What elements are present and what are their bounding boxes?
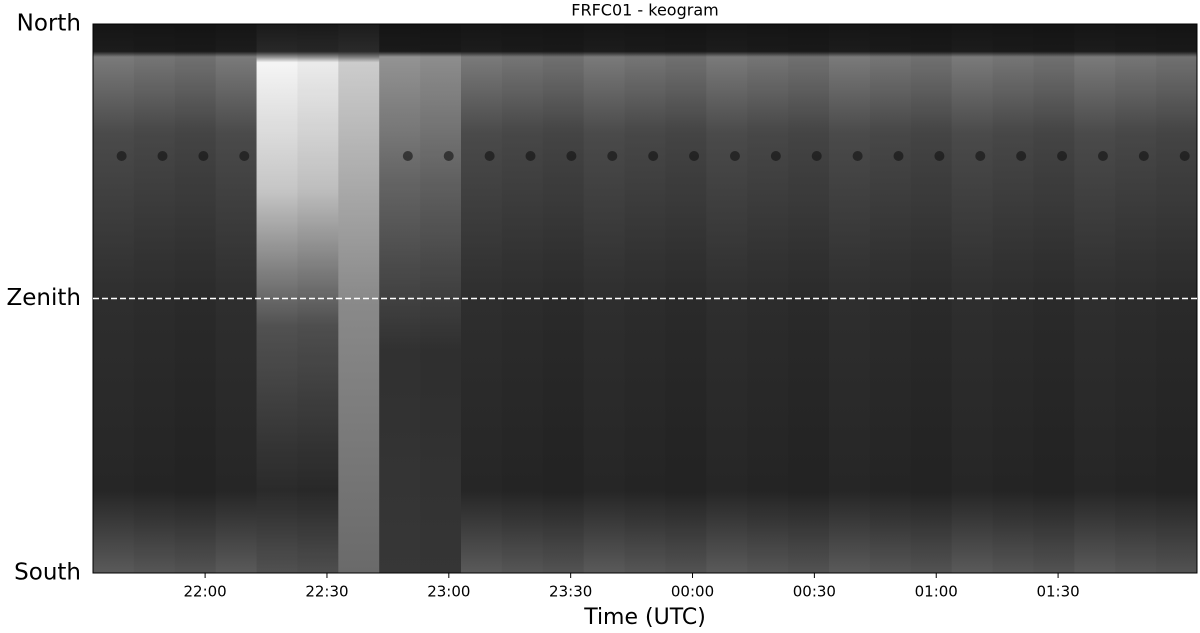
star-spot bbox=[1057, 151, 1068, 161]
star-spot bbox=[402, 151, 413, 161]
star-spot bbox=[1138, 151, 1149, 161]
star-spot bbox=[729, 151, 740, 161]
star-spot bbox=[1097, 151, 1108, 161]
star-spot bbox=[689, 151, 700, 161]
star-spot bbox=[770, 151, 781, 161]
star-spot bbox=[607, 151, 618, 161]
star-spot bbox=[1016, 151, 1027, 161]
star-spot bbox=[116, 151, 127, 161]
star-spot bbox=[648, 151, 659, 161]
star-spot bbox=[484, 151, 495, 161]
star-spot bbox=[239, 151, 250, 161]
star-spot bbox=[975, 151, 986, 161]
star-spot bbox=[198, 151, 209, 161]
x-tick-label: 23:00 bbox=[427, 583, 470, 601]
x-tick-label: 22:30 bbox=[305, 583, 348, 601]
y-tick-label: South bbox=[14, 560, 81, 586]
x-tick-label: 01:00 bbox=[915, 583, 958, 601]
y-tick-label: North bbox=[17, 11, 81, 37]
star-spot bbox=[811, 151, 822, 161]
star-spot bbox=[852, 151, 863, 161]
x-tick-label: 00:00 bbox=[671, 583, 714, 601]
star-spot bbox=[525, 151, 536, 161]
chart-title: FRFC01 - keogram bbox=[571, 1, 718, 20]
x-tick-label: 00:30 bbox=[793, 583, 836, 601]
y-tick-label: Zenith bbox=[7, 285, 81, 311]
star-spot bbox=[934, 151, 945, 161]
x-tick-label: 23:30 bbox=[549, 583, 592, 601]
star-spot bbox=[443, 151, 454, 161]
x-tick-label: 22:00 bbox=[183, 583, 226, 601]
x-tick-label: 01:30 bbox=[1036, 583, 1079, 601]
star-spot bbox=[893, 151, 904, 161]
star-spot bbox=[566, 151, 577, 161]
x-axis-label: Time (UTC) bbox=[583, 605, 706, 630]
star-spot bbox=[1179, 151, 1190, 161]
star-spot bbox=[157, 151, 168, 161]
